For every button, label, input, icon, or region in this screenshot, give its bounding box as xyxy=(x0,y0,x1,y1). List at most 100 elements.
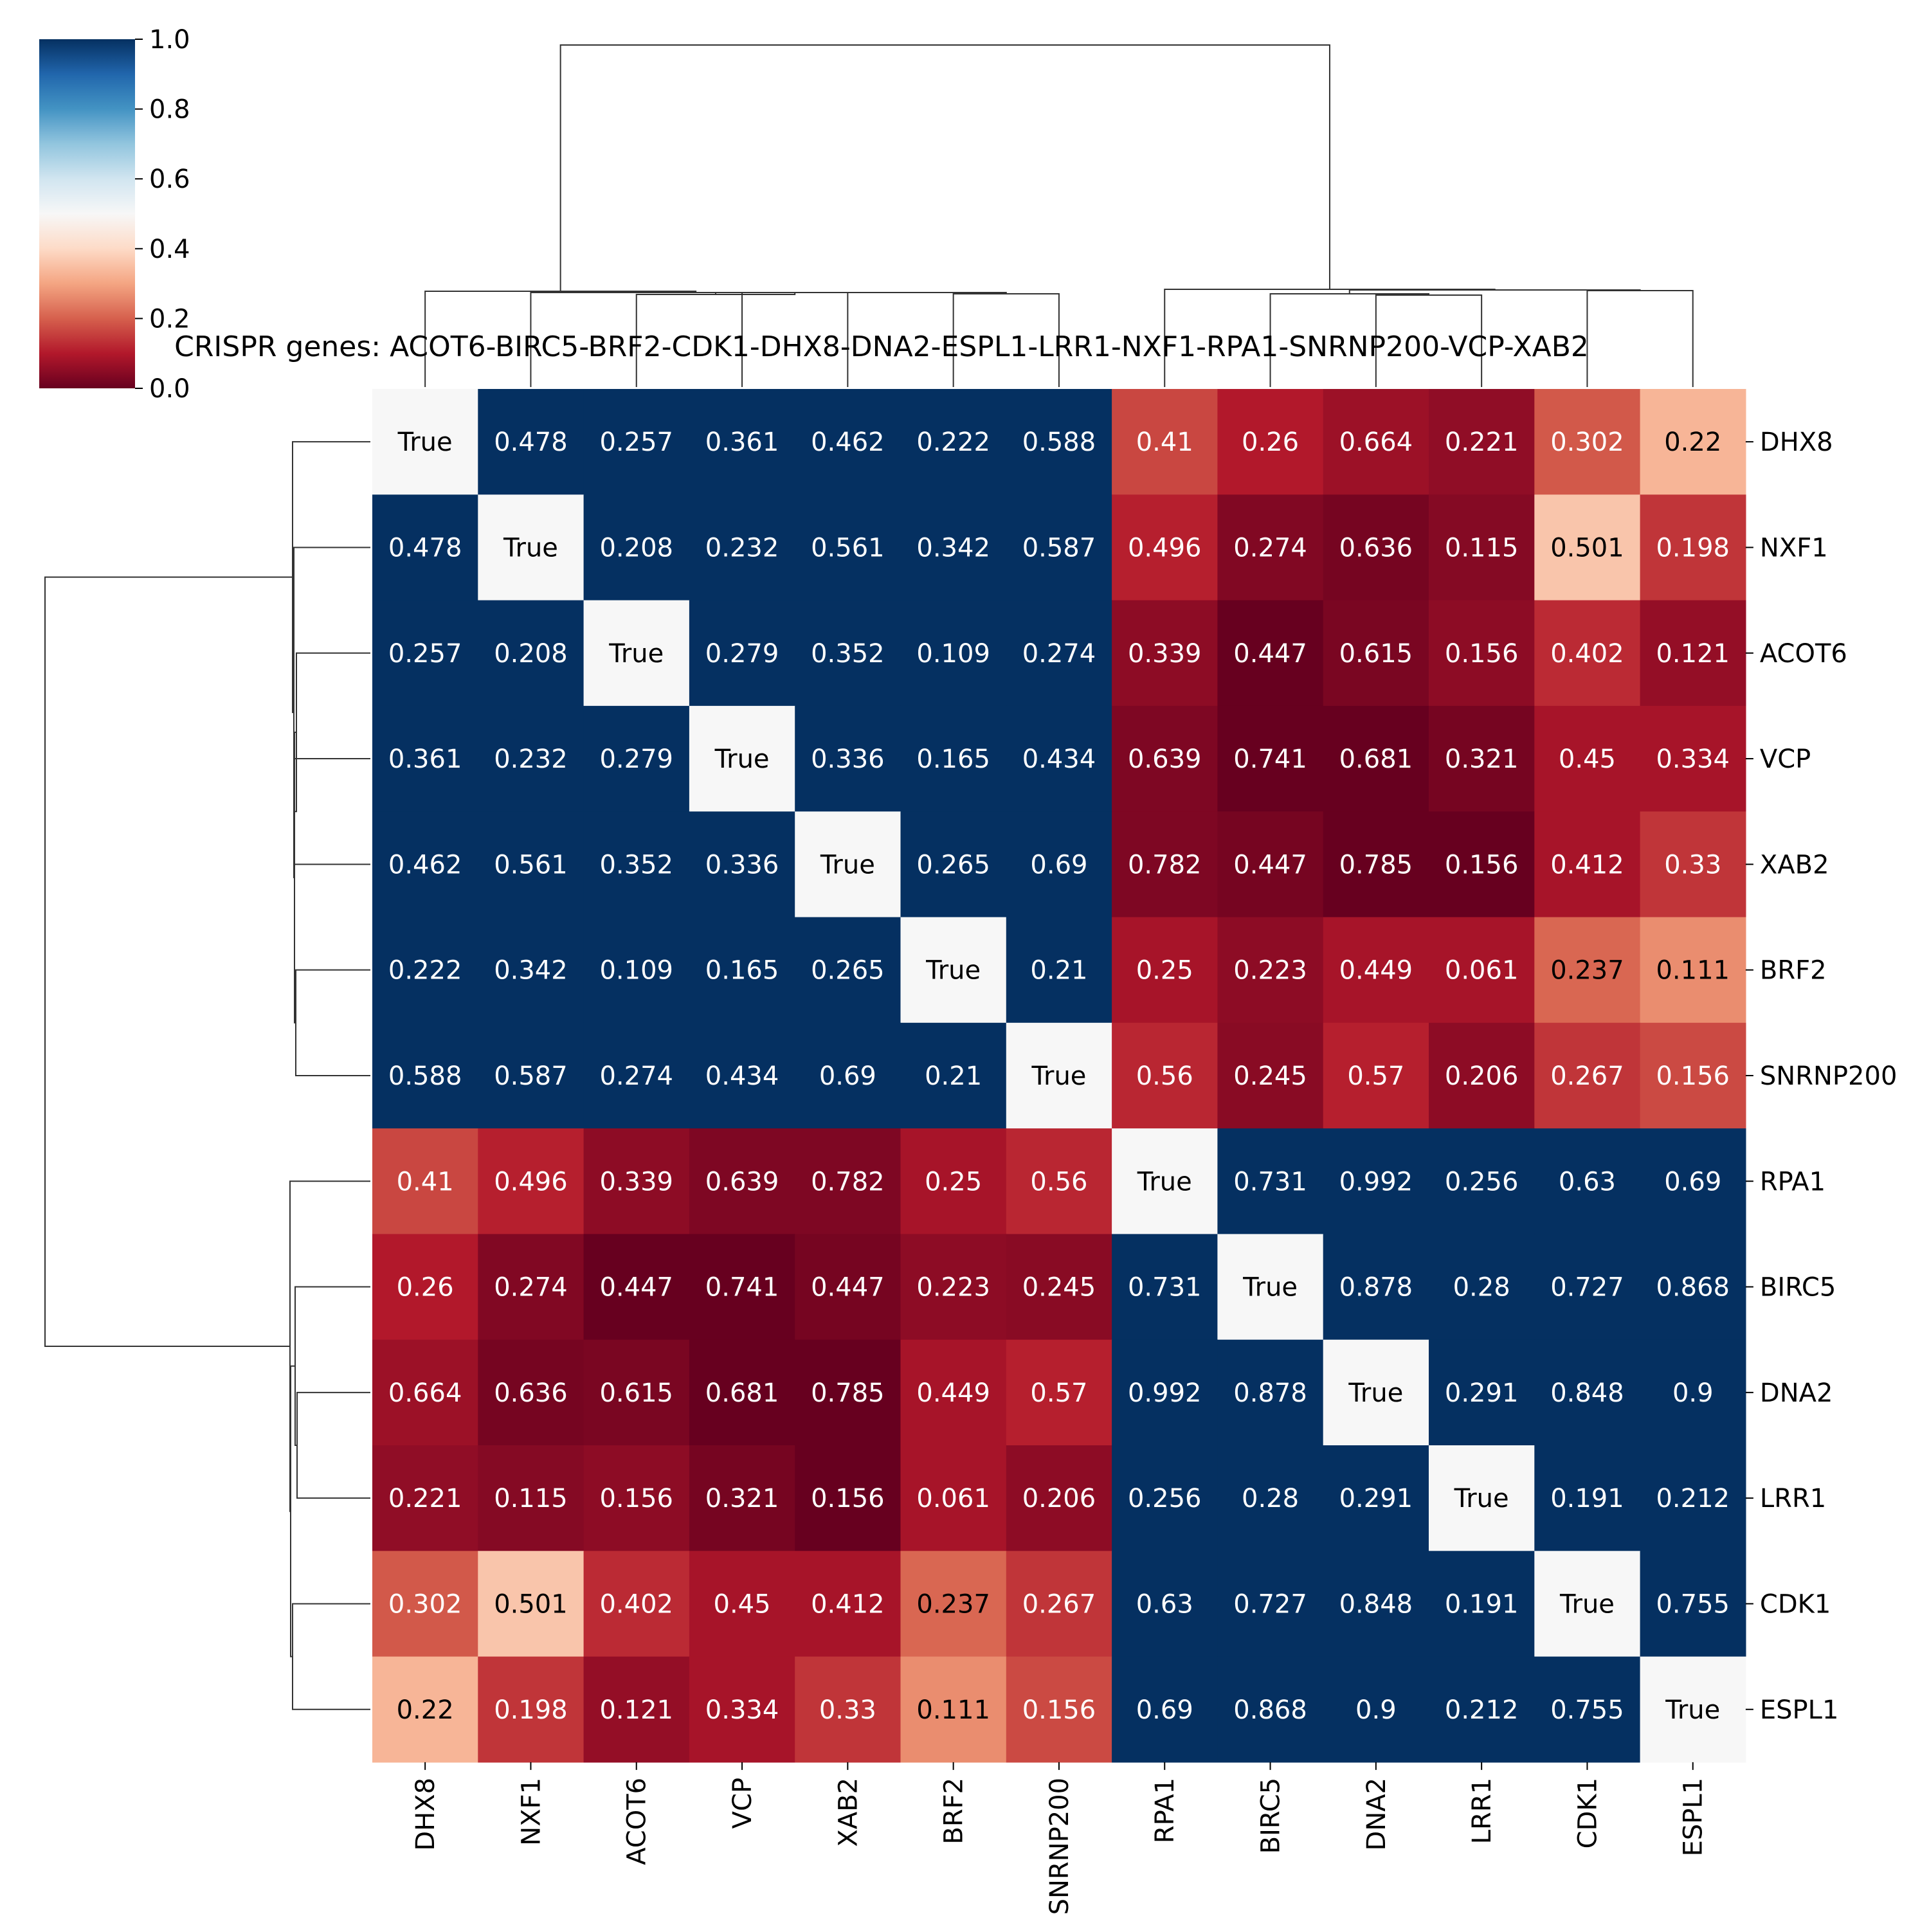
heatmap-cell-4-7 xyxy=(1112,811,1218,918)
heatmap-cell-6-7 xyxy=(1112,1022,1218,1129)
cell-annotation-7-3: 0.639 xyxy=(705,1167,779,1196)
row-label-11: CDK1 xyxy=(1760,1589,1831,1619)
heatmap-cell-1-2 xyxy=(583,494,690,601)
cell-annotation-12-3: 0.334 xyxy=(705,1695,779,1725)
cell-annotation-10-3: 0.321 xyxy=(705,1484,779,1513)
cell-annotation-11-0: 0.302 xyxy=(388,1589,462,1619)
heatmap-cell-1-9 xyxy=(1323,494,1429,601)
cell-annotation-0-5: 0.222 xyxy=(916,428,990,457)
cell-annotation-8-6: 0.245 xyxy=(1022,1273,1096,1303)
heatmap-cell-3-11 xyxy=(1534,705,1641,812)
heatmap-cell-4-4 xyxy=(795,811,901,918)
cell-annotation-5-8: 0.223 xyxy=(1233,956,1307,986)
chart-title: CRISPR genes: ACOT6-BIRC5-BRF2-CDK1-DHX8… xyxy=(174,330,1589,363)
heatmap-cell-12-3 xyxy=(689,1656,795,1763)
row-dendrogram xyxy=(44,441,370,1710)
colorbar-gradient xyxy=(39,39,135,388)
heatmap-cell-11-0 xyxy=(372,1551,478,1657)
cell-annotation-4-6: 0.69 xyxy=(1030,850,1087,880)
cell-annotation-1-5: 0.342 xyxy=(916,533,990,563)
heatmap-cell-4-12 xyxy=(1640,811,1746,918)
cell-annotation-10-11: 0.191 xyxy=(1550,1484,1624,1513)
colorbar: 0.0 0.2 0.4 0.6 0.8 1.0 xyxy=(39,25,190,404)
heatmap-cell-10-6 xyxy=(1006,1445,1112,1551)
heatmap-cell-0-4 xyxy=(795,389,901,495)
cell-annotation-9-12: 0.9 xyxy=(1672,1378,1714,1408)
heatmap-cell-12-1 xyxy=(478,1656,584,1763)
cell-annotation-1-4: 0.561 xyxy=(811,533,885,563)
cell-annotation-1-8: 0.274 xyxy=(1233,533,1307,563)
heatmap-cell-6-3 xyxy=(689,1022,795,1129)
heatmap-cell-6-6 xyxy=(1006,1022,1112,1129)
cell-annotation-2-5: 0.109 xyxy=(916,639,990,669)
heatmap-cell-4-6 xyxy=(1006,811,1112,918)
heatmap-cell-8-12 xyxy=(1640,1234,1746,1341)
column-dendrogram-link-4 xyxy=(530,292,861,387)
heatmap-cell-4-5 xyxy=(900,811,1007,918)
heatmap-cell-11-2 xyxy=(583,1551,690,1657)
cell-annotation-12-1: 0.198 xyxy=(494,1695,568,1725)
cell-annotation-4-11: 0.412 xyxy=(1550,850,1624,880)
cell-annotation-7-1: 0.496 xyxy=(494,1167,568,1196)
heatmap-cell-2-10 xyxy=(1429,600,1535,707)
cell-annotation-7-5: 0.25 xyxy=(925,1167,982,1196)
cell-annotation-0-11: 0.302 xyxy=(1550,428,1624,457)
cell-annotation-5-3: 0.165 xyxy=(705,956,779,986)
cell-annotation-0-1: 0.478 xyxy=(494,428,568,457)
cell-annotation-2-12: 0.121 xyxy=(1656,639,1730,669)
heatmap-cell-1-4 xyxy=(795,494,901,601)
row-label-12: ESPL1 xyxy=(1760,1695,1839,1725)
cell-annotation-12-10: 0.212 xyxy=(1445,1695,1519,1725)
heatmap-cell-7-0 xyxy=(372,1128,478,1234)
cell-annotation-6-11: 0.267 xyxy=(1550,1061,1624,1091)
heatmap-cell-10-4 xyxy=(795,1445,901,1551)
cell-annotation-0-0: True xyxy=(397,428,453,457)
cell-annotation-5-9: 0.449 xyxy=(1339,956,1413,986)
col-label-11: CDK1 xyxy=(1573,1778,1602,1848)
row-label-5: BRF2 xyxy=(1760,956,1827,986)
cell-annotation-7-0: 0.41 xyxy=(397,1167,454,1196)
heatmap-cell-5-6 xyxy=(1006,917,1112,1024)
heatmap-cell-0-6 xyxy=(1006,389,1112,495)
heatmap-cell-0-5 xyxy=(900,389,1007,495)
cell-annotation-1-1: True xyxy=(503,533,558,563)
heatmap-cell-6-9 xyxy=(1323,1022,1429,1129)
heatmap-cell-3-0 xyxy=(372,705,478,812)
row-label-10: LRR1 xyxy=(1760,1484,1826,1513)
cell-annotation-3-9: 0.681 xyxy=(1339,745,1413,774)
cell-annotation-4-8: 0.447 xyxy=(1233,850,1307,880)
heatmap-cell-6-5 xyxy=(900,1022,1007,1129)
cell-annotation-0-10: 0.221 xyxy=(1445,428,1519,457)
cell-annotation-7-10: 0.256 xyxy=(1445,1167,1519,1196)
heatmap-cell-6-8 xyxy=(1217,1022,1324,1129)
cell-annotation-6-12: 0.156 xyxy=(1656,1061,1730,1091)
row-dendrogram-link-7 xyxy=(294,1286,370,1446)
heatmap-cell-3-7 xyxy=(1112,705,1218,812)
heatmap-cell-1-11 xyxy=(1534,494,1641,601)
cell-annotation-9-10: 0.291 xyxy=(1445,1378,1519,1408)
col-label-0: DHX8 xyxy=(411,1778,440,1851)
heatmap-cell-10-11 xyxy=(1534,1445,1641,1551)
heatmap-cell-10-0 xyxy=(372,1445,478,1551)
heatmap-cell-1-5 xyxy=(900,494,1007,601)
heatmap-cell-5-4 xyxy=(795,917,901,1024)
cell-annotation-8-7: 0.731 xyxy=(1128,1273,1202,1303)
row-label-4: XAB2 xyxy=(1760,850,1829,880)
cell-annotation-3-0: 0.361 xyxy=(388,745,462,774)
heatmap-cell-11-4 xyxy=(795,1551,901,1657)
cell-annotation-2-9: 0.615 xyxy=(1339,639,1413,669)
cell-annotation-10-8: 0.28 xyxy=(1242,1484,1299,1513)
heatmap-cell-9-9 xyxy=(1323,1339,1429,1446)
cell-annotation-3-12: 0.334 xyxy=(1656,745,1730,774)
cell-annotation-6-4: 0.69 xyxy=(819,1061,876,1091)
cell-annotation-6-7: 0.56 xyxy=(1136,1061,1193,1091)
cell-annotation-7-12: 0.69 xyxy=(1664,1167,1721,1196)
heatmap-cell-1-0 xyxy=(372,494,478,601)
cell-annotation-9-8: 0.878 xyxy=(1233,1378,1307,1408)
cell-annotation-6-10: 0.206 xyxy=(1445,1061,1519,1091)
heatmap-cell-5-7 xyxy=(1112,917,1218,1024)
cell-annotation-9-7: 0.992 xyxy=(1128,1378,1202,1408)
heatmap-cell-9-12 xyxy=(1640,1339,1746,1446)
heatmap-cell-3-4 xyxy=(795,705,901,812)
